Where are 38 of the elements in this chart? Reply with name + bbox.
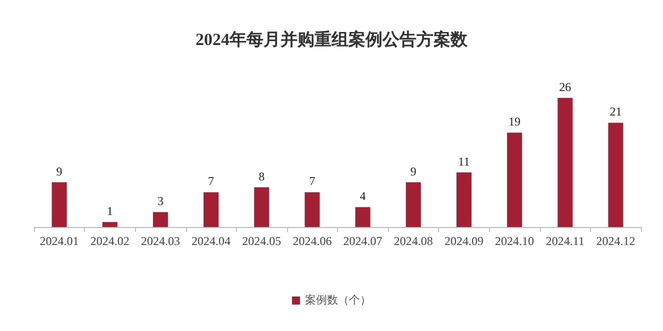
bar [52, 182, 67, 227]
bar [204, 192, 219, 227]
x-tick-label: 2024.03 [140, 234, 180, 248]
x-tick-label: 2024.07 [343, 234, 382, 248]
data-label: 3 [157, 194, 164, 208]
x-tick-label: 2024.01 [40, 234, 79, 248]
data-label: 19 [508, 114, 521, 129]
data-label: 4 [360, 189, 366, 204]
x-tick-label: 2024.11 [546, 234, 584, 248]
x-tick-label: 2024.12 [596, 234, 636, 248]
bar [152, 212, 168, 227]
x-tick-label: 2024.09 [444, 234, 484, 248]
data-label: 7 [309, 174, 316, 188]
x-tick-label: 2024.06 [292, 234, 332, 248]
data-label: 1 [106, 204, 113, 218]
bar [254, 187, 270, 227]
data-label: 11 [458, 154, 470, 168]
data-label: 8 [258, 169, 265, 184]
bar [355, 207, 370, 227]
chart-title: 2024年每月并购重组案例公告方案数 [196, 29, 468, 49]
data-label: 26 [559, 80, 572, 94]
data-label: 7 [208, 174, 214, 188]
x-tick-label: 2024.05 [242, 234, 282, 248]
bar [558, 98, 573, 227]
bar [304, 192, 320, 227]
legend-label: 案例数（个） [305, 294, 371, 306]
bar [406, 182, 421, 227]
x-tick-label: 2024.02 [90, 234, 130, 248]
data-label: 9 [56, 164, 62, 178]
bar [507, 132, 522, 227]
x-tick-label: 2024.08 [394, 234, 433, 248]
bar [456, 172, 472, 227]
data-label: 9 [410, 164, 416, 178]
data-label: 21 [610, 104, 622, 119]
x-tick-label: 2024.10 [495, 234, 534, 248]
bar [608, 122, 624, 227]
x-tick-label: 2024.04 [192, 234, 231, 248]
bar [102, 222, 118, 227]
